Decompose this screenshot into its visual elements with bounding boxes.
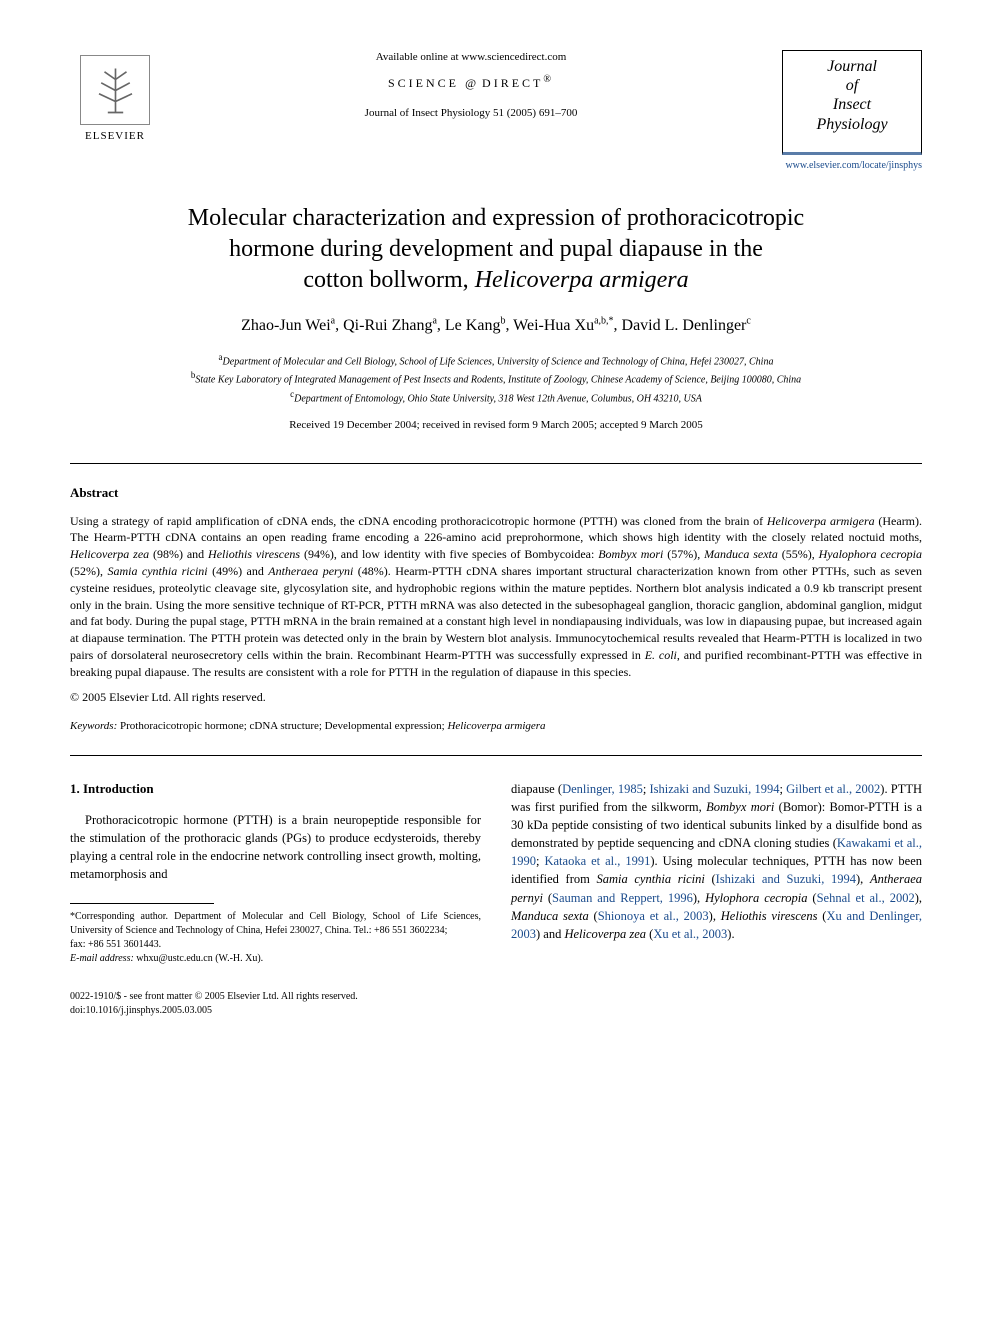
article-title: Molecular characterization and expressio…: [110, 203, 882, 297]
body-columns: 1. Introduction Prothoracicotropic hormo…: [70, 780, 922, 966]
science-direct-logo: SCIENCE @ DIRECT®: [180, 73, 762, 92]
author: Zhao-Jun Weia: [241, 317, 335, 334]
citation[interactable]: Ishizaki and Suzuki, 1994: [716, 872, 856, 886]
center-header: Available online at www.sciencedirect.co…: [160, 50, 782, 122]
journal-reference: Journal of Insect Physiology 51 (2005) 6…: [180, 106, 762, 121]
elsevier-tree-icon: [80, 55, 150, 125]
footnote-email: whxu@ustc.edu.cn (W.-H. Xu).: [134, 953, 263, 964]
header-row: ELSEVIER Available online at www.science…: [70, 50, 922, 173]
journal-name-2: of: [787, 76, 917, 95]
rule-bottom: [70, 755, 922, 756]
journal-name-4: Physiology: [787, 115, 917, 134]
keywords-label: Keywords:: [70, 720, 117, 732]
title-line1: Molecular characterization and expressio…: [188, 205, 804, 231]
journal-box-wrap: Journal of Insect Physiology www.elsevie…: [782, 50, 922, 173]
citation[interactable]: Sauman and Reppert, 1996: [552, 891, 693, 905]
corresponding-author-footnote: *Corresponding author. Department of Mol…: [70, 910, 481, 966]
affiliation: cDepartment of Entomology, Ohio State Un…: [70, 388, 922, 406]
citation[interactable]: Sehnal et al., 2002: [817, 891, 915, 905]
title-species: Helicoverpa armigera: [475, 267, 689, 293]
footer-doi: doi:10.1016/j.jinsphys.2005.03.005: [70, 1004, 358, 1018]
journal-name-3: Insect: [787, 95, 917, 114]
elsevier-label: ELSEVIER: [85, 129, 145, 144]
journal-link[interactable]: www.elsevier.com/locate/jinsphys: [782, 159, 922, 173]
sd-word2: DIRECT: [482, 76, 543, 90]
available-online: Available online at www.sciencedirect.co…: [180, 50, 762, 65]
affiliations: aDepartment of Molecular and Cell Biolog…: [70, 351, 922, 406]
sd-at-icon: @: [465, 76, 476, 90]
citation[interactable]: Xu et al., 2003: [653, 927, 727, 941]
intro-para-left: Prothoracicotropic hormone (PTTH) is a b…: [70, 811, 481, 884]
footnote-email-label: E-mail address:: [70, 953, 134, 964]
affiliation: bState Key Laboratory of Integrated Mana…: [70, 369, 922, 387]
citation[interactable]: Ishizaki and Suzuki, 1994: [649, 782, 779, 796]
footer-left: 0022-1910/$ - see front matter © 2005 El…: [70, 990, 358, 1018]
citation[interactable]: Gilbert et al., 2002: [786, 782, 880, 796]
journal-name-1: Journal: [787, 57, 917, 76]
journal-cover-box: Journal of Insect Physiology: [782, 50, 922, 155]
abstract-body: Using a strategy of rapid amplification …: [70, 513, 922, 681]
citation[interactable]: Denlinger, 1985: [562, 782, 643, 796]
author: David L. Denlingerc: [622, 317, 751, 334]
footnote-email-row: E-mail address: whxu@ustc.edu.cn (W.-H. …: [70, 952, 481, 966]
footer-issn: 0022-1910/$ - see front matter © 2005 El…: [70, 990, 358, 1004]
author: Wei-Hua Xua,b,*: [513, 317, 613, 334]
citation[interactable]: Shionoya et al., 2003: [598, 909, 709, 923]
affiliation: aDepartment of Molecular and Cell Biolog…: [70, 351, 922, 369]
keywords-text: Prothoracicotropic hormone; cDNA structu…: [117, 720, 447, 732]
title-line2: hormone during development and pupal dia…: [229, 236, 763, 262]
footnote-separator: [70, 903, 214, 904]
authors-list: Zhao-Jun Weia, Qi-Rui Zhanga, Le Kangb, …: [70, 314, 922, 337]
footnote-corr: *Corresponding author. Department of Mol…: [70, 910, 481, 938]
article-dates: Received 19 December 2004; received in r…: [70, 418, 922, 433]
citation[interactable]: Kataoka et al., 1991: [544, 854, 650, 868]
sd-word1: SCIENCE: [388, 76, 459, 90]
footnote-fax: fax: +86 551 3601443.: [70, 938, 481, 952]
author: Le Kangb: [445, 317, 506, 334]
rule-top: [70, 463, 922, 464]
title-line3-pre: cotton bollworm,: [303, 267, 474, 293]
intro-para-right: diapause (Denlinger, 1985; Ishizaki and …: [511, 780, 922, 943]
keywords-species: Helicoverpa armigera: [447, 720, 545, 732]
left-column: 1. Introduction Prothoracicotropic hormo…: [70, 780, 481, 966]
intro-heading: 1. Introduction: [70, 780, 481, 799]
author: Qi-Rui Zhanga: [343, 317, 437, 334]
right-column: diapause (Denlinger, 1985; Ishizaki and …: [511, 780, 922, 966]
abstract-copyright: © 2005 Elsevier Ltd. All rights reserved…: [70, 689, 922, 706]
elsevier-logo: ELSEVIER: [70, 50, 160, 150]
page-footer: 0022-1910/$ - see front matter © 2005 El…: [70, 990, 922, 1018]
abstract-heading: Abstract: [70, 484, 922, 502]
keywords: Keywords: Prothoracicotropic hormone; cD…: [70, 719, 922, 734]
